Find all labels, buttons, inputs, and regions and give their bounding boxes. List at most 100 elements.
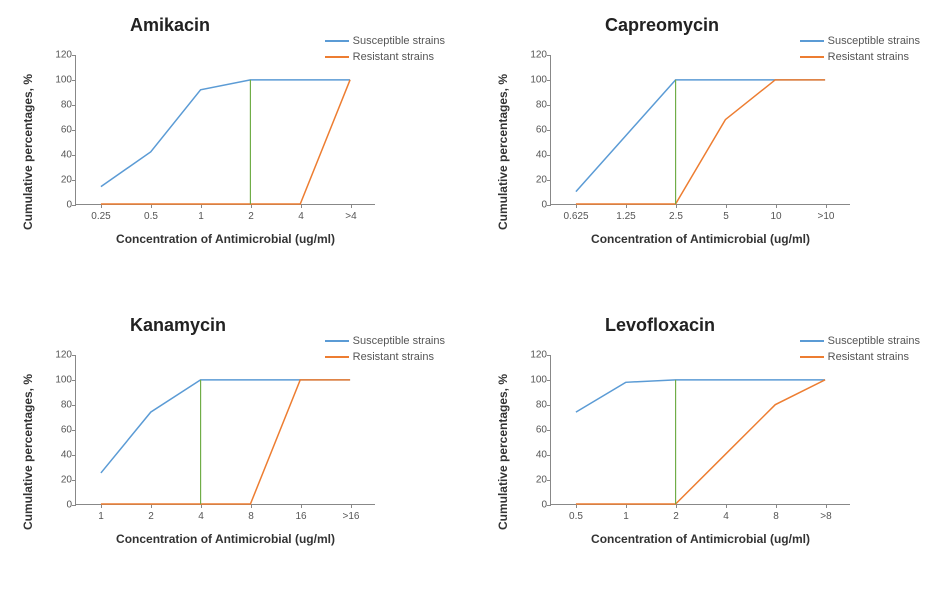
y-tick-label: 20 [521,175,547,186]
y-tick-label: 0 [521,499,547,510]
chart-panel: LevofloxacinSusceptible strainsResistant… [495,315,930,585]
y-tick-label: 40 [521,150,547,161]
y-tick-label: 0 [46,499,72,510]
x-tick-mark [826,204,827,208]
x-tick-mark [251,504,252,508]
lines-svg [551,55,850,204]
plot-area: 0204060801001200.6251.252.5510>10Concent… [550,55,850,205]
y-tick-label: 80 [46,100,72,111]
chart-panel: AmikacinSusceptible strainsResistant str… [20,15,455,285]
x-tick-mark [351,504,352,508]
x-tick-label: 0.25 [91,211,110,222]
y-tick-label: 60 [46,125,72,136]
y-tick-label: 80 [521,100,547,111]
y-tick-label: 0 [46,200,72,211]
y-tick-label: 20 [46,175,72,186]
y-tick-label: 120 [521,50,547,61]
y-axis-label: Cumulative percentages, % [496,74,510,230]
x-tick-mark [676,504,677,508]
x-tick-mark [726,504,727,508]
chart-title: Kanamycin [130,315,226,336]
y-tick-label: 0 [521,200,547,211]
x-tick-mark [301,504,302,508]
x-tick-label: 1 [98,511,104,522]
legend-swatch [325,40,349,42]
y-tick-mark [72,505,76,506]
x-tick-mark [776,504,777,508]
x-tick-label: 1 [198,211,204,222]
y-tick-label: 100 [521,374,547,385]
y-tick-label: 40 [46,150,72,161]
x-axis-label: Concentration of Antimicrobial (ug/ml) [591,532,810,546]
x-tick-mark [301,204,302,208]
y-tick-label: 40 [521,449,547,460]
x-tick-label: 8 [773,511,779,522]
x-tick-label: >8 [820,511,831,522]
x-axis-label: Concentration of Antimicrobial (ug/ml) [116,232,335,246]
chart-area: Cumulative percentages, %020406080100120… [20,345,440,545]
y-tick-label: 20 [521,474,547,485]
line-susceptible [101,80,350,187]
x-tick-label: 4 [198,511,204,522]
x-axis-label: Concentration of Antimicrobial (ug/ml) [116,532,335,546]
x-tick-label: 5 [723,211,729,222]
x-tick-label: 16 [295,511,306,522]
y-tick-label: 80 [521,399,547,410]
y-tick-label: 20 [46,474,72,485]
line-susceptible [576,379,825,411]
y-tick-label: 80 [46,399,72,410]
x-tick-label: 2.5 [669,211,683,222]
x-tick-label: 4 [298,211,304,222]
plot-area: 0204060801001200.51248>8Concentration of… [550,355,850,505]
chart-panel: KanamycinSusceptible strainsResistant st… [20,315,455,585]
plot-area: 020406080100120124816>16Concentration of… [75,355,375,505]
chart-area: Cumulative percentages, %020406080100120… [20,45,440,245]
x-tick-label: 0.5 [569,511,583,522]
y-axis-label: Cumulative percentages, % [21,373,35,529]
x-axis-label: Concentration of Antimicrobial (ug/ml) [591,232,810,246]
y-tick-label: 60 [46,424,72,435]
line-resistant [101,379,350,503]
x-tick-mark [726,204,727,208]
y-tick-label: 120 [46,50,72,61]
x-tick-label: 10 [770,211,781,222]
x-tick-label: 0.625 [563,211,588,222]
y-tick-mark [72,205,76,206]
y-tick-label: 120 [521,349,547,360]
y-tick-label: 100 [521,75,547,86]
lines-svg [551,355,850,504]
x-tick-label: 4 [723,511,729,522]
y-tick-mark [547,205,551,206]
x-tick-label: 2 [148,511,154,522]
x-tick-mark [826,504,827,508]
line-resistant [101,80,350,204]
y-tick-label: 60 [521,424,547,435]
lines-svg [76,55,375,204]
legend-swatch [325,340,349,342]
chart-area: Cumulative percentages, %020406080100120… [495,45,915,245]
x-tick-label: >4 [345,211,356,222]
y-tick-mark [547,505,551,506]
legend-swatch [800,40,824,42]
y-tick-label: 100 [46,374,72,385]
legend-swatch [800,340,824,342]
y-tick-label: 120 [46,349,72,360]
chart-area: Cumulative percentages, %020406080100120… [495,345,915,545]
x-tick-mark [676,204,677,208]
x-tick-label: >10 [818,211,835,222]
x-tick-label: 2 [673,511,679,522]
chart-panel: CapreomycinSusceptible strainsResistant … [495,15,930,285]
plot-area: 0204060801001200.250.5124>4Concentration… [75,55,375,205]
y-tick-label: 60 [521,125,547,136]
y-tick-label: 100 [46,75,72,86]
chart-title: Levofloxacin [605,315,715,336]
x-tick-label: 0.5 [144,211,158,222]
chart-title: Amikacin [130,15,210,36]
x-tick-label: >16 [343,511,360,522]
line-susceptible [101,379,350,472]
y-tick-label: 40 [46,449,72,460]
line-resistant [576,80,825,204]
x-tick-mark [351,204,352,208]
x-tick-mark [776,204,777,208]
y-axis-label: Cumulative percentages, % [21,74,35,230]
